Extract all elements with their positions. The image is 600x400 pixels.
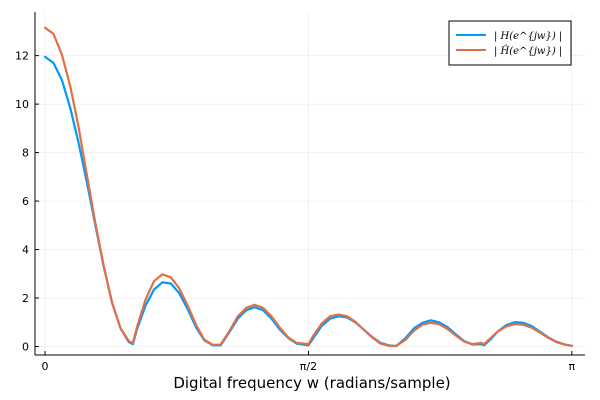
axes	[34, 12, 585, 356]
tick-labels: 0 π/2 π 0 2 4 6 8 10 12	[15, 50, 576, 373]
legend: | H(e^{jw}) | | Ĥ(e^{jw}) |	[448, 20, 572, 66]
legend-box	[448, 20, 572, 66]
series-line-1	[43, 26, 573, 348]
series-lines	[43, 26, 573, 348]
x-tick-label-0: 0	[42, 360, 49, 373]
legend-label-h: | H(e^{jw}) |	[494, 31, 562, 42]
y-tick-label-1: 2	[22, 292, 29, 305]
y-tick-label-0: 0	[22, 341, 29, 354]
y-tick-label-3: 6	[22, 195, 29, 208]
y-tick-label-5: 10	[15, 98, 29, 111]
y-tick-label-2: 4	[22, 244, 29, 257]
x-tick-label-1: π/2	[300, 360, 317, 373]
x-tick-label-2: π	[569, 360, 576, 373]
x-axis-title: Digital frequency w (radians/sample)	[173, 374, 450, 392]
y-tick-label-6: 12	[15, 50, 29, 63]
y-tick-label-4: 8	[22, 147, 29, 160]
legend-label-h-hat: | Ĥ(e^{jw}) |	[494, 45, 562, 57]
